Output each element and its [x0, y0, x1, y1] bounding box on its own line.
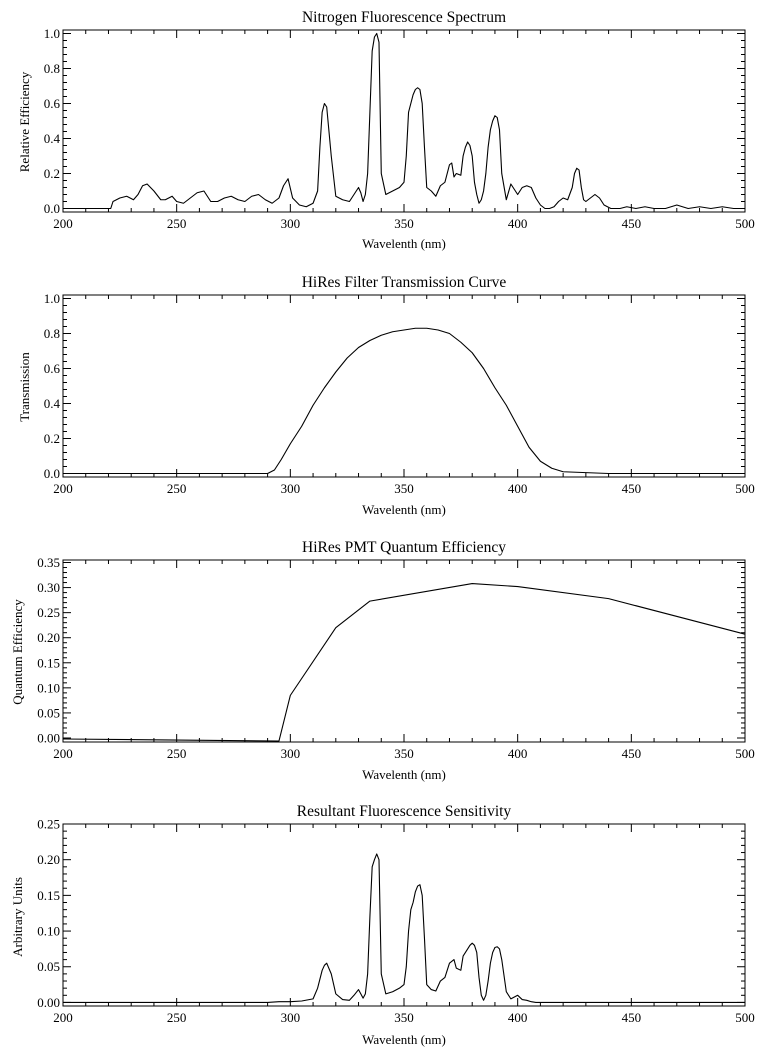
x-tick-label: 400	[508, 216, 528, 231]
x-tick-label: 300	[281, 1010, 301, 1025]
y-tick-label: 0.2	[44, 166, 60, 181]
x-tick-label: 200	[53, 216, 73, 231]
x-axis-label: Wavelenth (nm)	[362, 502, 446, 517]
y-tick-label: 0.8	[44, 61, 60, 76]
y-tick-label: 0.20	[37, 630, 60, 645]
chart-title: HiRes Filter Transmission Curve	[302, 274, 507, 291]
x-tick-label: 250	[167, 216, 187, 231]
y-axis-label: Quantum Efficiency	[10, 599, 25, 705]
series-line	[63, 853, 745, 1003]
series-line	[63, 32, 745, 210]
chart-title: Nitrogen Fluorescence Spectrum	[302, 9, 506, 26]
chart-title: Resultant Fluorescence Sensitivity	[297, 803, 512, 820]
x-tick-label: 250	[167, 1010, 187, 1025]
x-tick-label: 500	[735, 481, 755, 496]
y-tick-label: 0.30	[37, 580, 60, 595]
x-tick-label: 300	[281, 481, 301, 496]
plot-frame	[62, 823, 746, 1007]
y-axis-label: Relative Efficiency	[17, 71, 32, 172]
y-tick-label: 1.0	[44, 291, 60, 306]
chart-title: HiRes PMT Quantum Efficiency	[302, 539, 506, 556]
x-tick-label: 400	[508, 481, 528, 496]
plot-frame	[62, 294, 746, 478]
plot-frame	[62, 559, 746, 743]
x-tick-label: 300	[281, 216, 301, 231]
x-tick-label: 400	[508, 746, 528, 761]
panel-filter-transmission: HiRes Filter Transmission Curve Wavelent…	[17, 274, 755, 517]
y-tick-label: 0.8	[44, 326, 60, 341]
x-axis-label: Wavelenth (nm)	[362, 236, 446, 251]
y-tick-label: 0.00	[37, 995, 60, 1010]
panel-pmt-quantum-efficiency: HiRes PMT Quantum Efficiency Wavelenth (…	[10, 539, 755, 782]
panel-fluorescence-sensitivity: Resultant Fluorescence Sensitivity Wavel…	[10, 803, 755, 1047]
y-tick-label: 0.35	[37, 555, 60, 570]
y-tick-label: 0.4	[44, 396, 61, 411]
y-axis-label: Transmission	[17, 352, 32, 422]
x-axis-label: Wavelenth (nm)	[362, 1032, 446, 1047]
y-tick-label: 0.00	[37, 730, 60, 745]
x-tick-label: 350	[394, 216, 414, 231]
y-tick-label: 0.2	[44, 431, 60, 446]
x-tick-label: 500	[735, 1010, 755, 1025]
x-tick-label: 400	[508, 1010, 528, 1025]
y-tick-label: 1.0	[44, 26, 60, 41]
y-tick-label: 0.6	[44, 361, 61, 376]
x-tick-label: 200	[53, 746, 73, 761]
x-tick-label: 500	[735, 746, 755, 761]
y-tick-label: 0.25	[37, 817, 60, 832]
x-tick-label: 450	[622, 216, 642, 231]
series-line	[63, 327, 745, 475]
x-tick-label: 500	[735, 216, 755, 231]
y-tick-label: 0.10	[37, 924, 60, 939]
x-tick-label: 250	[167, 481, 187, 496]
x-tick-label: 200	[53, 481, 73, 496]
y-tick-label: 0.0	[44, 466, 60, 481]
x-axis-label: Wavelenth (nm)	[362, 767, 446, 782]
y-axis-label: Arbitrary Units	[10, 877, 25, 957]
y-tick-label: 0.20	[37, 852, 60, 867]
x-tick-label: 300	[281, 746, 301, 761]
x-tick-label: 350	[394, 481, 414, 496]
x-tick-label: 200	[53, 1010, 73, 1025]
x-tick-label: 350	[394, 1010, 414, 1025]
panel-nitrogen-spectrum: Nitrogen Fluorescence Spectrum Wavelenth…	[17, 9, 755, 251]
y-tick-label: 0.15	[37, 655, 60, 670]
y-tick-label: 0.15	[37, 888, 60, 903]
y-tick-label: 0.05	[37, 705, 60, 720]
y-tick-label: 0.4	[44, 131, 61, 146]
y-tick-label: 0.0	[44, 201, 60, 216]
y-tick-label: 0.6	[44, 96, 61, 111]
y-tick-label: 0.05	[37, 959, 60, 974]
series-line	[62, 583, 746, 742]
plot-frame	[62, 29, 746, 213]
x-tick-label: 450	[622, 481, 642, 496]
y-tick-label: 0.25	[37, 605, 60, 620]
x-tick-label: 450	[622, 746, 642, 761]
x-tick-label: 350	[394, 746, 414, 761]
x-tick-label: 250	[167, 746, 187, 761]
y-tick-label: 0.10	[37, 680, 60, 695]
x-tick-label: 450	[622, 1010, 642, 1025]
